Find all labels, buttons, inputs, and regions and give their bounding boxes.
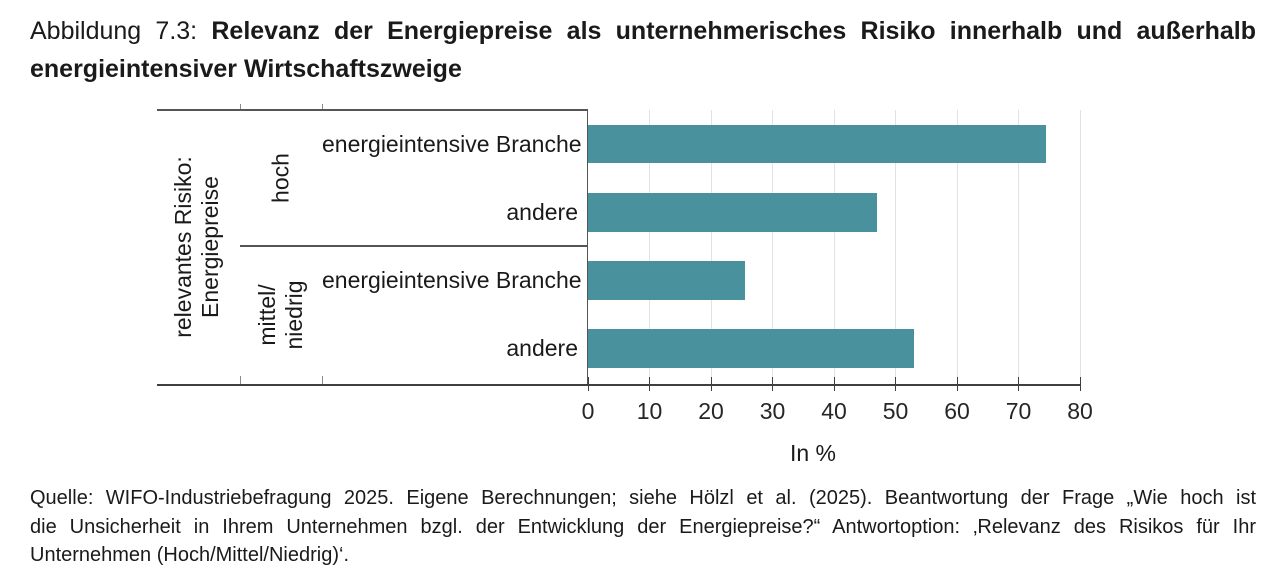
column-separator-tick [322, 376, 323, 384]
gridline-30 [772, 110, 773, 384]
label-box-top-border [157, 109, 588, 111]
label-box-right-border [586, 109, 588, 385]
gridline-50 [895, 110, 896, 384]
x-tick-label: 80 [1067, 398, 1093, 424]
x-tick-label: 10 [636, 398, 663, 424]
figure-title-line2: energieintensiver Wirtschaftszweige [30, 55, 462, 83]
figure-title-text: Relevanz der Energiepreise als unternehm… [211, 17, 1257, 45]
gridline-70 [1018, 110, 1019, 384]
bar-hoch-energieintensive [588, 124, 1047, 163]
x-tick-label: 50 [882, 398, 909, 424]
figure-title: Abbildung 7.3: Relevanz der Energiepreis… [30, 12, 1256, 88]
x-tick [1018, 377, 1020, 391]
x-tick-label: 40 [821, 398, 847, 424]
source-note: Quelle: WIFO-Industriebefragung 2025. Ei… [30, 484, 1256, 570]
bar-mittel-energieintensive [588, 261, 745, 300]
column-separator-tick [240, 376, 241, 384]
category-label: andere [506, 199, 578, 225]
group-divider-line [240, 245, 588, 247]
x-tick [833, 377, 835, 391]
category-label: energieintensive Branche [322, 267, 582, 293]
figure-title-line1: Abbildung 7.3: Relevanz der Energiepreis… [30, 12, 1256, 50]
x-tick [895, 377, 897, 391]
bar-mittel-andere [588, 329, 914, 368]
category-label: andere [506, 335, 578, 361]
x-tick-label: 20 [698, 398, 724, 424]
source-line: Unternehmen (Hoch/Mittel/Niedrig)‘. [30, 544, 350, 567]
source-line: die Unsicherheit in Ihrem Unternehmen bz… [30, 515, 1256, 538]
figure-number: Abbildung 7.3: [30, 17, 198, 45]
x-tick-label: 0 [581, 398, 595, 424]
y-axis-title: relevantes Risiko: Energiepreise [170, 156, 224, 338]
x-tick [710, 377, 712, 391]
x-tick-label: 60 [944, 398, 970, 424]
category-label: energieintensive Branche [322, 130, 582, 157]
y-axis-title-line1: relevantes Risiko: [170, 156, 196, 338]
bar-hoch-andere [588, 193, 878, 232]
column-separator-tick [322, 104, 323, 109]
group-label-mittel-niedrig: mittel/ niedrig [254, 280, 307, 350]
x-axis-title: In % [789, 440, 837, 466]
x-tick-label: 30 [759, 398, 786, 424]
x-tick [649, 377, 651, 391]
gridline-10 [649, 110, 650, 384]
x-tick-label: 70 [1005, 398, 1032, 424]
gridline-80 [1079, 110, 1081, 384]
gridline-20 [710, 110, 712, 384]
gridline-60 [956, 110, 958, 384]
y-axis-title-line2: Energiepreise [197, 176, 223, 318]
x-tick [1079, 377, 1081, 391]
x-axis-line [157, 384, 1080, 386]
x-tick [956, 377, 958, 391]
column-separator-tick [240, 104, 241, 109]
source-line: Quelle: WIFO-Industriebefragung 2025. Ei… [30, 487, 1256, 509]
x-tick [772, 377, 774, 391]
gridline-40 [833, 110, 835, 384]
x-tick [587, 377, 589, 391]
group-label-hoch: hoch [267, 153, 294, 203]
